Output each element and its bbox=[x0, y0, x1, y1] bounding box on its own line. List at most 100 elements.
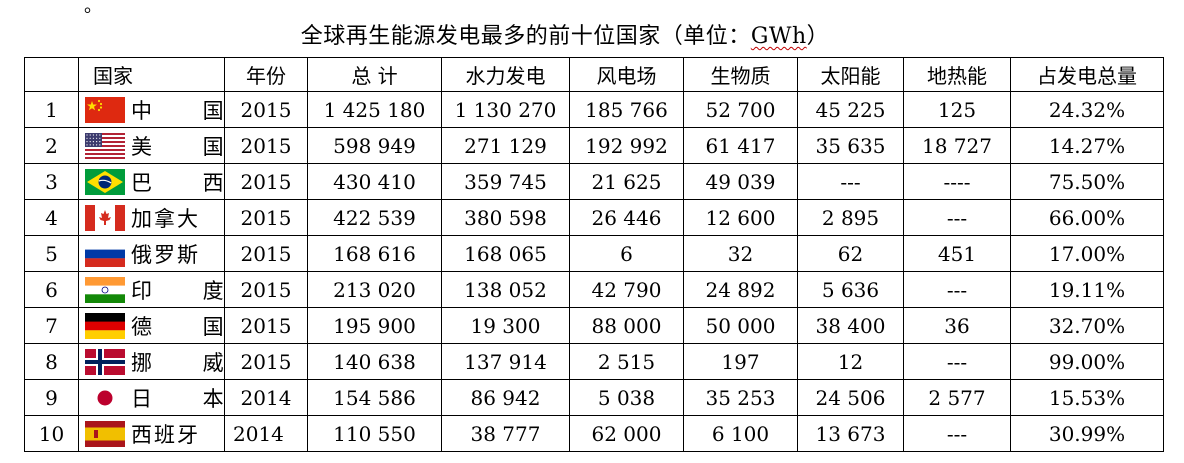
country-cell: 印 度 bbox=[78, 271, 225, 308]
solar-cell: 2 895 bbox=[797, 199, 904, 236]
header-country: 国家 bbox=[78, 57, 225, 92]
country-name: 俄罗斯 bbox=[131, 242, 200, 267]
solar-cell: 35 635 bbox=[797, 127, 904, 164]
biomass-cell: 32 bbox=[683, 235, 798, 272]
table-row: 10 西班牙 2014 110 550 38 777 62 000 6 100 13 673-… bbox=[24, 415, 1164, 452]
year-cell: 2015 bbox=[224, 163, 308, 200]
wind-cell: 5 038 bbox=[569, 379, 684, 416]
country-cell: 美 国 bbox=[78, 127, 225, 164]
wind-cell: 21 625 bbox=[569, 163, 684, 200]
header-solar: 太阳能 bbox=[797, 57, 904, 92]
country-cell: 中 国 bbox=[78, 91, 225, 128]
germany-flag-icon bbox=[85, 312, 125, 339]
spain-flag-icon bbox=[85, 420, 125, 447]
table-row: 5 俄罗斯 2015 168 616 168 065 6 32 62 451 17.00% bbox=[24, 235, 1164, 272]
geothermal-cell: --- bbox=[903, 415, 1011, 452]
solar-cell: 45 225 bbox=[797, 91, 904, 128]
india-flag-icon bbox=[85, 276, 125, 303]
country-name: 美 国 bbox=[131, 134, 224, 159]
wind-cell: 185 766 bbox=[569, 91, 684, 128]
biomass-cell: 35 253 bbox=[683, 379, 798, 416]
russia-flag-icon bbox=[85, 240, 125, 267]
rank-cell: 9 bbox=[24, 379, 79, 416]
canada-flag-icon bbox=[85, 204, 125, 231]
solar-cell: 12 bbox=[797, 343, 904, 380]
header-share: 占发电总量 bbox=[1010, 57, 1164, 92]
country-name: 日 本 bbox=[131, 386, 224, 411]
total-cell: 422 539 bbox=[307, 199, 442, 236]
header-total: 总 计 bbox=[307, 57, 442, 92]
total-cell: 154 586 bbox=[307, 379, 442, 416]
header-row: 国家 年份 总 计 水力发电 风电场 生物质 太阳能 地热能 占发电总量 bbox=[24, 57, 1164, 92]
biomass-cell: 52 700 bbox=[683, 91, 798, 128]
hydro-cell: 1 130 270 bbox=[441, 91, 570, 128]
share-cell: 75.50% bbox=[1010, 163, 1164, 200]
wind-cell: 6 bbox=[569, 235, 684, 272]
total-cell: 195 900 bbox=[307, 307, 442, 344]
geothermal-cell: 36 bbox=[903, 307, 1011, 344]
total-cell: 168 616 bbox=[307, 235, 442, 272]
japan-flag-icon bbox=[85, 384, 125, 411]
rank-cell: 6 bbox=[24, 271, 79, 308]
share-cell: 14.27% bbox=[1010, 127, 1164, 164]
total-cell: 213 020 bbox=[307, 271, 442, 308]
title-unit: GWh bbox=[750, 24, 807, 49]
total-cell: 430 410 bbox=[307, 163, 442, 200]
wind-cell: 62 000 bbox=[569, 415, 684, 452]
rank-cell: 2 bbox=[24, 127, 79, 164]
geothermal-cell: 18 727 bbox=[903, 127, 1011, 164]
year-cell: 2015 bbox=[224, 127, 308, 164]
year-cell: 2015 bbox=[224, 343, 308, 380]
geothermal-cell: ---- bbox=[903, 163, 1011, 200]
country-cell: 西班牙 bbox=[78, 415, 225, 452]
total-cell: 1 425 180 bbox=[307, 91, 442, 128]
solar-cell: 38 400 bbox=[797, 307, 904, 344]
geothermal-cell: --- bbox=[903, 199, 1011, 236]
total-cell: 110 550 bbox=[307, 415, 442, 452]
hydro-cell: 271 129 bbox=[441, 127, 570, 164]
year-cell: 2015 bbox=[224, 235, 308, 272]
country-cell: 俄罗斯 bbox=[78, 235, 225, 272]
rank-cell: 5 bbox=[24, 235, 79, 272]
biomass-cell: 61 417 bbox=[683, 127, 798, 164]
hydro-cell: 138 052 bbox=[441, 271, 570, 308]
year-cell: 2015 bbox=[224, 307, 308, 344]
header-biomass: 生物质 bbox=[683, 57, 798, 92]
country-name: 中 国 bbox=[131, 98, 224, 123]
header-hydro: 水力发电 bbox=[441, 57, 570, 92]
country-name: 巴 西 bbox=[131, 170, 224, 195]
norway-flag-icon bbox=[85, 348, 125, 375]
geothermal-cell: --- bbox=[903, 271, 1011, 308]
year-cell: 2015 bbox=[224, 91, 308, 128]
table-title: 全球再生能源发电最多的前十位国家（单位：GWh） bbox=[0, 18, 1130, 50]
year-cell: 2014 bbox=[224, 415, 308, 452]
energy-table: 国家 年份 总 计 水力发电 风电场 生物质 太阳能 地热能 占发电总量 1 中 … bbox=[24, 57, 1164, 452]
biomass-cell: 6 100 bbox=[683, 415, 798, 452]
wind-cell: 2 515 bbox=[569, 343, 684, 380]
country-cell: 日 本 bbox=[78, 379, 225, 416]
wind-cell: 42 790 bbox=[569, 271, 684, 308]
biomass-cell: 197 bbox=[683, 343, 798, 380]
hydro-cell: 19 300 bbox=[441, 307, 570, 344]
wind-cell: 88 000 bbox=[569, 307, 684, 344]
rank-cell: 1 bbox=[24, 91, 79, 128]
share-cell: 17.00% bbox=[1010, 235, 1164, 272]
country-name: 西班牙 bbox=[131, 422, 200, 447]
hydro-cell: 86 942 bbox=[441, 379, 570, 416]
country-name: 印 度 bbox=[131, 278, 224, 303]
total-cell: 598 949 bbox=[307, 127, 442, 164]
china-flag-icon bbox=[85, 96, 125, 123]
hydro-cell: 359 745 bbox=[441, 163, 570, 200]
share-cell: 66.00% bbox=[1010, 199, 1164, 236]
header-year: 年份 bbox=[224, 57, 308, 92]
total-cell: 140 638 bbox=[307, 343, 442, 380]
geothermal-cell: --- bbox=[903, 343, 1011, 380]
solar-cell: 62 bbox=[797, 235, 904, 272]
geothermal-cell: 125 bbox=[903, 91, 1011, 128]
rank-cell: 8 bbox=[24, 343, 79, 380]
